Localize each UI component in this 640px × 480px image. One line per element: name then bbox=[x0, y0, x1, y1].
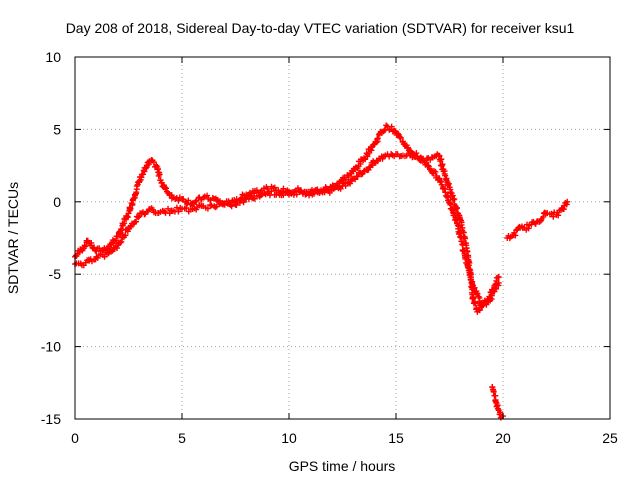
data-point-marker bbox=[471, 284, 478, 291]
data-point-marker bbox=[118, 238, 125, 245]
data-point-marker bbox=[135, 214, 142, 221]
data-point-marker bbox=[122, 232, 129, 239]
y-axis-label: SDTVAR / TECUs bbox=[5, 182, 21, 294]
data-point-marker bbox=[268, 188, 275, 195]
data-point-marker bbox=[114, 233, 121, 240]
data-point-marker bbox=[91, 244, 98, 251]
data-point-marker bbox=[280, 191, 287, 198]
data-point-marker bbox=[165, 205, 172, 212]
data-point-marker bbox=[150, 159, 157, 166]
data-point-marker bbox=[442, 172, 449, 179]
data-point-marker bbox=[564, 198, 571, 205]
data-point-marker bbox=[453, 205, 460, 212]
data-point-marker bbox=[466, 266, 473, 273]
data-points bbox=[72, 122, 571, 421]
data-point-marker bbox=[455, 223, 462, 230]
data-point-marker bbox=[127, 205, 134, 212]
x-tick-label: 15 bbox=[388, 430, 404, 446]
y-tick-label: -10 bbox=[41, 339, 61, 355]
data-point-marker bbox=[474, 290, 481, 297]
data-point-marker bbox=[175, 197, 182, 204]
data-point-marker bbox=[94, 254, 101, 261]
data-point-marker bbox=[490, 388, 497, 395]
data-point-marker bbox=[439, 161, 446, 168]
data-point-marker bbox=[142, 165, 149, 172]
data-point-marker bbox=[425, 163, 432, 170]
data-point-marker bbox=[124, 213, 131, 220]
data-point-marker bbox=[185, 197, 192, 204]
data-point-marker bbox=[555, 212, 562, 219]
data-point-marker bbox=[156, 171, 163, 178]
data-point-marker bbox=[374, 135, 381, 142]
x-tick-label: 25 bbox=[602, 430, 618, 446]
x-tick-label: 10 bbox=[281, 430, 297, 446]
plot-border bbox=[74, 56, 611, 420]
data-point-marker bbox=[405, 144, 412, 151]
axis-ticks: 0 5 10 15 20 25 -15 -10 -5 0 5 10 bbox=[41, 49, 618, 446]
data-point-marker bbox=[88, 239, 95, 246]
data-point-marker bbox=[117, 239, 124, 246]
data-point-marker bbox=[388, 123, 395, 130]
data-point-marker bbox=[383, 122, 390, 129]
data-point-marker bbox=[175, 208, 182, 215]
chart-title: Day 208 of 2018, Sidereal Day-to-day VTE… bbox=[66, 20, 575, 36]
y-tick-label: -15 bbox=[41, 411, 61, 427]
data-point-marker bbox=[280, 185, 287, 192]
x-tick-label: 20 bbox=[495, 430, 511, 446]
data-point-marker bbox=[432, 168, 439, 175]
data-point-marker bbox=[450, 210, 457, 217]
y-tick-label: 10 bbox=[45, 49, 61, 65]
x-tick-label: 0 bbox=[71, 430, 79, 446]
data-point-marker bbox=[470, 294, 477, 301]
data-point-marker bbox=[492, 398, 499, 405]
data-point-marker bbox=[457, 233, 464, 240]
data-point-marker bbox=[451, 196, 458, 203]
data-point-marker bbox=[425, 162, 432, 169]
data-point-marker bbox=[204, 205, 211, 212]
data-point-marker bbox=[293, 191, 300, 198]
data-point-marker bbox=[540, 214, 547, 221]
data-point-marker bbox=[550, 213, 557, 220]
y-tick-label: 5 bbox=[53, 121, 61, 137]
data-point-marker bbox=[413, 150, 420, 157]
data-point-marker bbox=[423, 159, 430, 166]
data-point-marker bbox=[245, 196, 252, 203]
data-point-marker bbox=[82, 243, 89, 250]
data-point-marker bbox=[495, 274, 502, 281]
data-point-marker bbox=[204, 192, 211, 199]
data-point-marker bbox=[450, 196, 457, 203]
data-point-marker bbox=[512, 232, 519, 239]
data-point-marker bbox=[183, 204, 190, 211]
y-tick-label: -5 bbox=[49, 266, 62, 282]
data-point-marker bbox=[354, 173, 361, 180]
data-point-marker bbox=[459, 241, 466, 248]
y-tick-label: 0 bbox=[53, 194, 61, 210]
data-point-marker bbox=[113, 245, 120, 252]
data-point-marker bbox=[163, 185, 170, 192]
x-axis-label: GPS time / hours bbox=[289, 458, 396, 474]
data-point-marker bbox=[495, 279, 502, 286]
data-point-marker bbox=[438, 156, 445, 163]
data-point-marker bbox=[271, 184, 278, 191]
data-point-marker bbox=[297, 187, 304, 194]
data-point-marker bbox=[240, 199, 247, 206]
data-point-marker bbox=[560, 206, 567, 213]
data-point-marker bbox=[488, 292, 495, 299]
data-point-marker bbox=[443, 175, 450, 182]
grid-lines bbox=[75, 57, 610, 419]
data-point-marker bbox=[397, 134, 404, 141]
data-point-marker bbox=[472, 300, 479, 307]
data-point-marker bbox=[118, 225, 125, 232]
data-point-marker bbox=[228, 203, 235, 210]
data-point-marker bbox=[310, 190, 317, 197]
x-tick-label: 5 bbox=[178, 430, 186, 446]
data-point-marker bbox=[133, 218, 140, 225]
